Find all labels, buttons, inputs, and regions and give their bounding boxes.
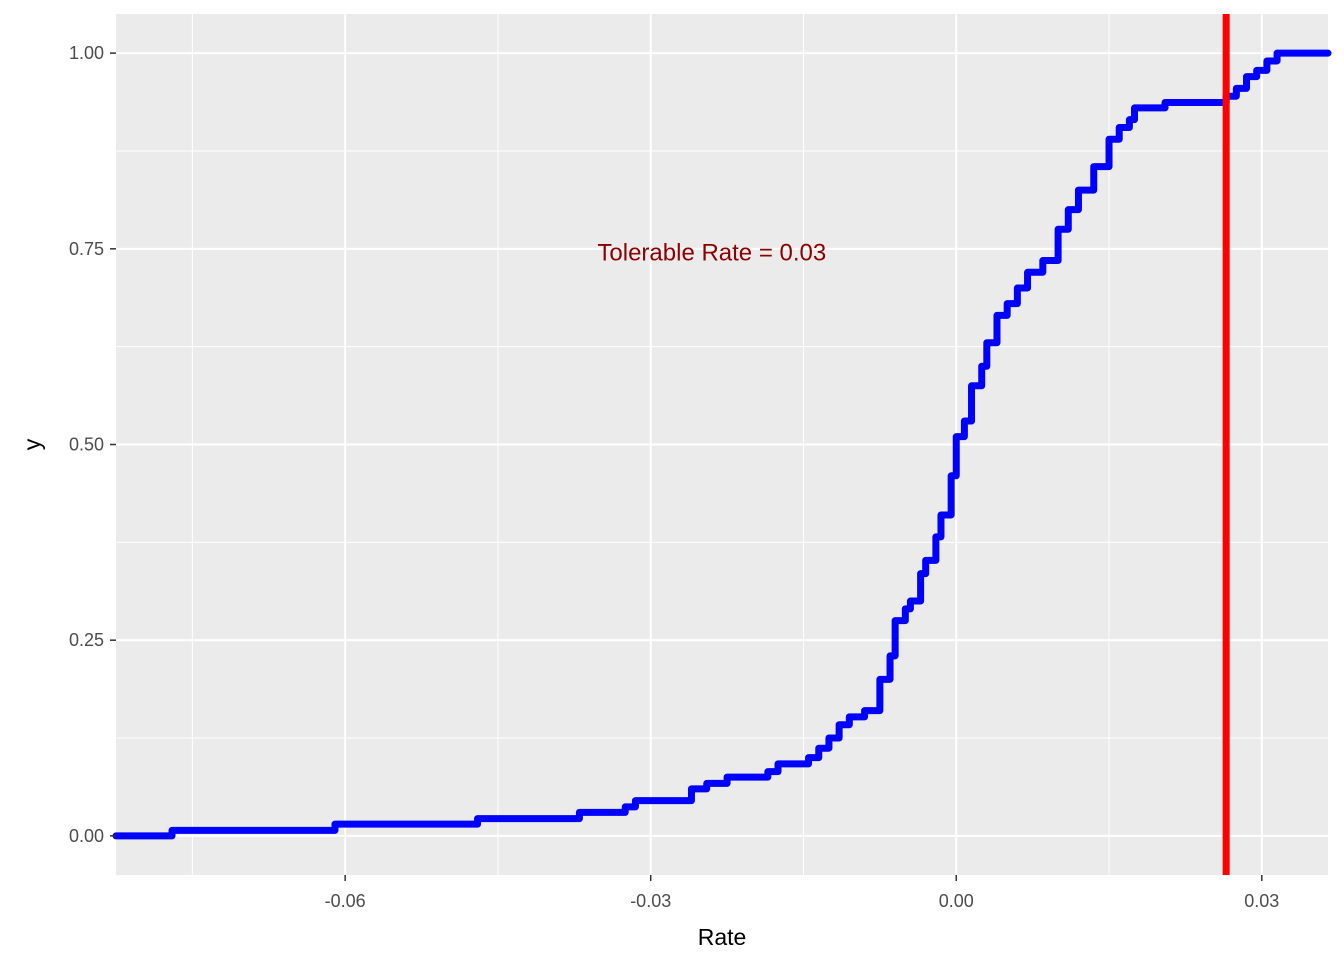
y-tick-label: 0.25 (69, 630, 104, 650)
x-tick-label: -0.06 (325, 891, 366, 911)
tolerable-rate-annotation: Tolerable Rate = 0.03 (597, 240, 826, 267)
x-axis-ticks: -0.06 -0.03 0.00 0.03 (325, 875, 1279, 911)
y-tick-label: 0.00 (69, 826, 104, 846)
ecdf-series-line (112, 49, 1332, 840)
y-tick-label: 0.50 (69, 435, 104, 455)
x-tick-label: -0.03 (630, 891, 671, 911)
y-tick-label: 0.75 (69, 239, 104, 259)
y-axis-ticks: 0.00 0.25 0.50 0.75 1.00 (69, 43, 116, 846)
x-tick-label: 0.03 (1244, 891, 1279, 911)
y-axis-title: y (19, 438, 45, 450)
y-tick-label: 1.00 (69, 43, 104, 63)
series-layer (112, 49, 1332, 840)
x-axis-title: Rate (698, 924, 747, 950)
x-tick-label: 0.00 (939, 891, 974, 911)
